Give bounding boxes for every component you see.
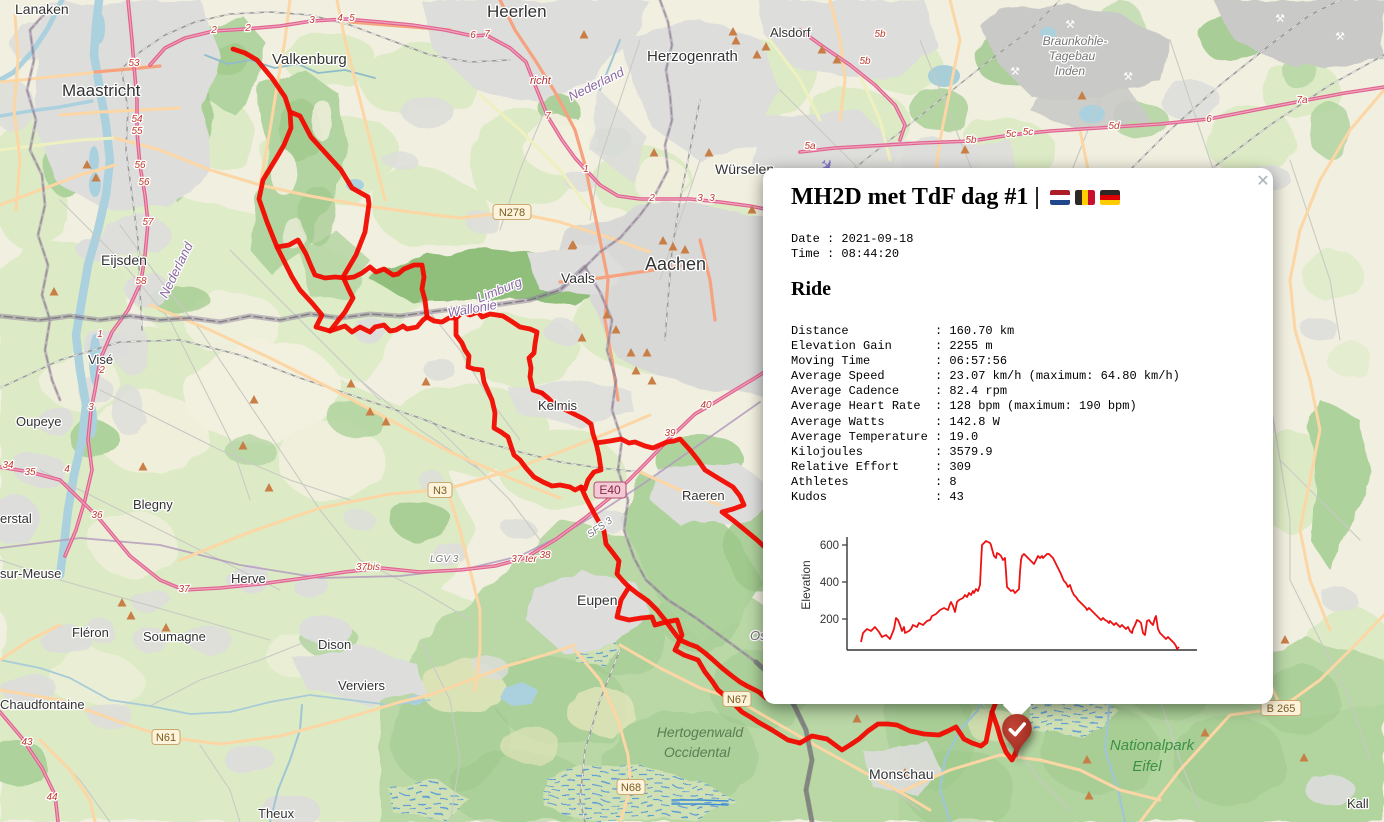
svg-text:55: 55 — [131, 126, 143, 137]
svg-text:5c: 5c — [1006, 129, 1017, 140]
svg-text:Braunkohle-: Braunkohle- — [1043, 34, 1108, 48]
svg-text:N68: N68 — [621, 782, 641, 794]
svg-text:2: 2 — [648, 193, 655, 204]
svg-text:57: 57 — [142, 217, 154, 228]
svg-text:Inden: Inden — [1055, 64, 1085, 78]
svg-text:Nationalpark: Nationalpark — [1110, 737, 1196, 754]
svg-text:43: 43 — [21, 737, 33, 748]
svg-text:richt: richt — [530, 75, 552, 87]
svg-text:7: 7 — [545, 111, 551, 122]
svg-text:Oupeye: Oupeye — [16, 414, 62, 429]
svg-text:56: 56 — [138, 177, 150, 188]
svg-text:2: 2 — [244, 23, 251, 34]
svg-text:44: 44 — [46, 792, 58, 803]
svg-text:Eifel: Eifel — [1132, 758, 1162, 775]
svg-text:B 265: B 265 — [1267, 703, 1296, 715]
svg-text:Vaals: Vaals — [561, 270, 595, 286]
svg-text:37 ter: 37 ter — [511, 554, 537, 565]
svg-text:3: 3 — [709, 193, 715, 204]
svg-text:35: 35 — [24, 467, 36, 478]
svg-text:Heerlen: Heerlen — [487, 2, 547, 21]
svg-text:37: 37 — [178, 584, 190, 595]
svg-text:3: 3 — [309, 15, 315, 26]
svg-text:Alsdorf: Alsdorf — [770, 25, 811, 40]
svg-text:Theux: Theux — [258, 806, 295, 821]
svg-text:39: 39 — [664, 428, 676, 439]
svg-text:Maastricht: Maastricht — [62, 81, 141, 100]
svg-text:Fléron: Fléron — [72, 625, 109, 640]
svg-text:2: 2 — [210, 25, 217, 36]
svg-text:36: 36 — [91, 510, 103, 521]
svg-text:58: 58 — [135, 276, 147, 287]
svg-text:N278: N278 — [499, 207, 525, 219]
svg-text:N3: N3 — [433, 485, 447, 497]
svg-text:⚒: ⚒ — [1065, 19, 1075, 31]
svg-text:Kall: Kall — [1347, 796, 1369, 811]
svg-text:Dison: Dison — [318, 637, 351, 652]
svg-text:200: 200 — [820, 614, 839, 626]
svg-text:5b: 5b — [874, 29, 886, 40]
svg-text:Kelmis: Kelmis — [538, 398, 578, 413]
svg-text:Elevation: Elevation — [799, 560, 813, 609]
svg-text:34: 34 — [2, 460, 14, 471]
svg-text:Herzogenrath: Herzogenrath — [647, 48, 738, 65]
svg-text:N61: N61 — [156, 732, 176, 744]
svg-text:Verviers: Verviers — [338, 678, 385, 693]
svg-text:Monschau: Monschau — [869, 766, 934, 782]
svg-text:Aachen: Aachen — [645, 254, 706, 274]
svg-text:Visé: Visé — [88, 352, 113, 367]
svg-text:Hertogenwald: Hertogenwald — [657, 724, 745, 740]
svg-text:1: 1 — [583, 164, 589, 175]
svg-text:56: 56 — [134, 160, 146, 171]
svg-text:Lanaken: Lanaken — [15, 1, 69, 17]
svg-text:5b: 5b — [965, 135, 977, 146]
svg-text:5d: 5d — [1108, 121, 1120, 132]
svg-text:LGV 3: LGV 3 — [430, 554, 459, 565]
svg-text:N67: N67 — [727, 694, 747, 706]
svg-text:Eupen: Eupen — [577, 592, 617, 608]
svg-text:sur-Meuse: sur-Meuse — [0, 566, 61, 581]
svg-text:Eijsden: Eijsden — [101, 252, 147, 268]
svg-text:4: 4 — [64, 464, 70, 475]
svg-text:400: 400 — [820, 577, 839, 589]
svg-text:7a: 7a — [1296, 95, 1308, 106]
svg-text:Raeren: Raeren — [682, 488, 725, 503]
svg-text:Tagebau: Tagebau — [1049, 49, 1096, 63]
svg-text:⚒: ⚒ — [1010, 66, 1020, 78]
svg-text:⚒: ⚒ — [1275, 13, 1285, 25]
svg-text:6: 6 — [1206, 114, 1212, 125]
svg-text:3: 3 — [88, 402, 94, 413]
svg-text:1: 1 — [97, 329, 103, 340]
svg-text:5: 5 — [349, 13, 355, 24]
svg-text:Würselen: Würselen — [715, 161, 774, 177]
svg-text:Soumagne: Soumagne — [143, 629, 206, 644]
svg-text:E40: E40 — [599, 483, 621, 497]
svg-text:4: 4 — [337, 13, 343, 24]
svg-text:53: 53 — [128, 58, 140, 69]
svg-text:5a: 5a — [804, 141, 816, 152]
svg-text:38: 38 — [539, 550, 551, 561]
svg-text:Occidental: Occidental — [664, 744, 731, 760]
svg-text:2: 2 — [98, 365, 105, 376]
svg-text:erstal: erstal — [0, 511, 32, 526]
svg-text:600: 600 — [820, 540, 839, 552]
svg-text:7: 7 — [484, 29, 490, 40]
svg-text:Herve: Herve — [231, 571, 266, 586]
svg-text:5c: 5c — [1023, 127, 1034, 138]
svg-text:37bis: 37bis — [356, 562, 380, 573]
svg-text:6: 6 — [470, 30, 476, 41]
svg-text:Blegny: Blegny — [133, 497, 173, 512]
svg-text:⚒: ⚒ — [1335, 31, 1345, 43]
svg-text:5b: 5b — [859, 56, 871, 67]
svg-text:54: 54 — [131, 114, 143, 125]
svg-text:⚒: ⚒ — [1123, 71, 1133, 83]
svg-text:Valkenburg: Valkenburg — [272, 51, 347, 68]
svg-text:40: 40 — [700, 400, 712, 411]
svg-text:Chaudfontaine: Chaudfontaine — [0, 697, 85, 712]
svg-text:3: 3 — [697, 193, 703, 204]
